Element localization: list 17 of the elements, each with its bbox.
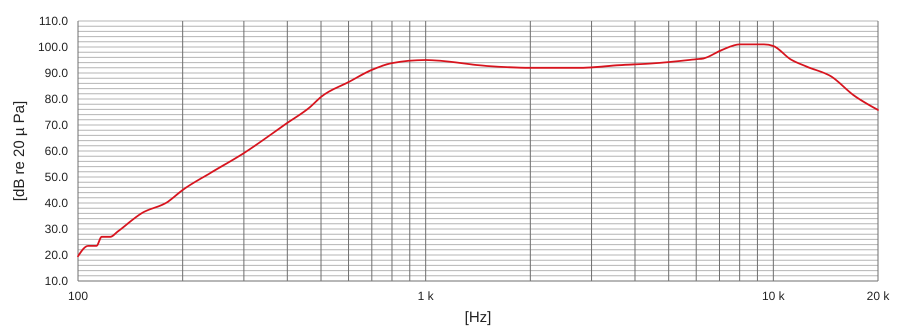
y-tick-label: 60.0: [44, 144, 68, 158]
y-tick-label: 40.0: [44, 196, 68, 210]
y-tick-label: 30.0: [44, 222, 68, 236]
y-tick-label: 80.0: [44, 92, 68, 106]
x-tick-label: 100: [68, 289, 88, 303]
x-tick-label: 20 k: [866, 289, 890, 303]
x-axis-title: [Hz]: [464, 309, 492, 326]
y-tick-label: 110.0: [38, 14, 68, 28]
x-tick-label: 1 k: [418, 289, 435, 303]
y-tick-label: 70.0: [44, 118, 68, 132]
y-tick-label: 100.0: [38, 40, 68, 54]
y-tick-label: 20.0: [44, 248, 68, 262]
x-tick-label: 10 k: [762, 289, 786, 303]
y-axis-title: [dB re 20 µ Pa]: [11, 100, 28, 202]
y-tick-label: 50.0: [44, 170, 68, 184]
y-tick-label: 90.0: [44, 66, 68, 80]
y-tick-label: 10.0: [44, 274, 68, 288]
